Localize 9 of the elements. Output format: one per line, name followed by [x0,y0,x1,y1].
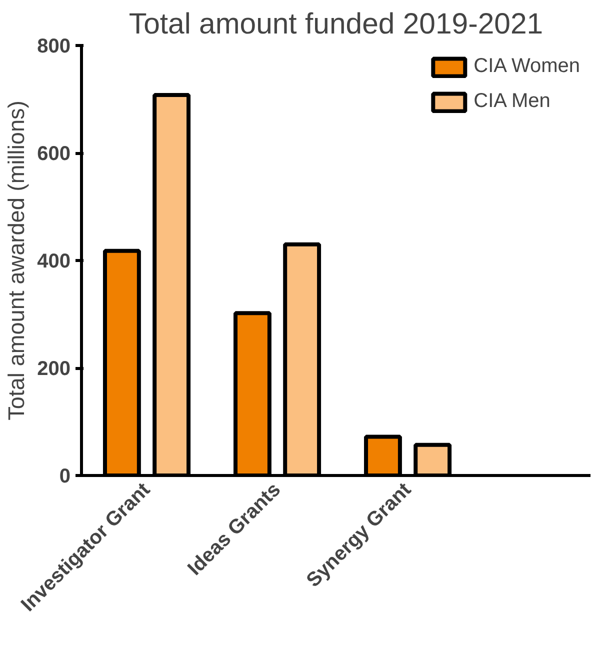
legend-label: CIA Men [474,90,550,113]
chart-title: Total amount funded 2019-2021 [128,8,544,40]
y-tick-label: 400 [37,250,71,272]
legend-label: CIA Women [474,55,580,78]
y-tick-label: 0 [59,466,70,488]
y-tick-label: 600 [37,143,71,165]
y-tick-label: 200 [37,358,71,380]
y-tick-label: 800 [37,36,71,58]
y-axis-title: Total amount awarded (millions) [3,100,30,420]
